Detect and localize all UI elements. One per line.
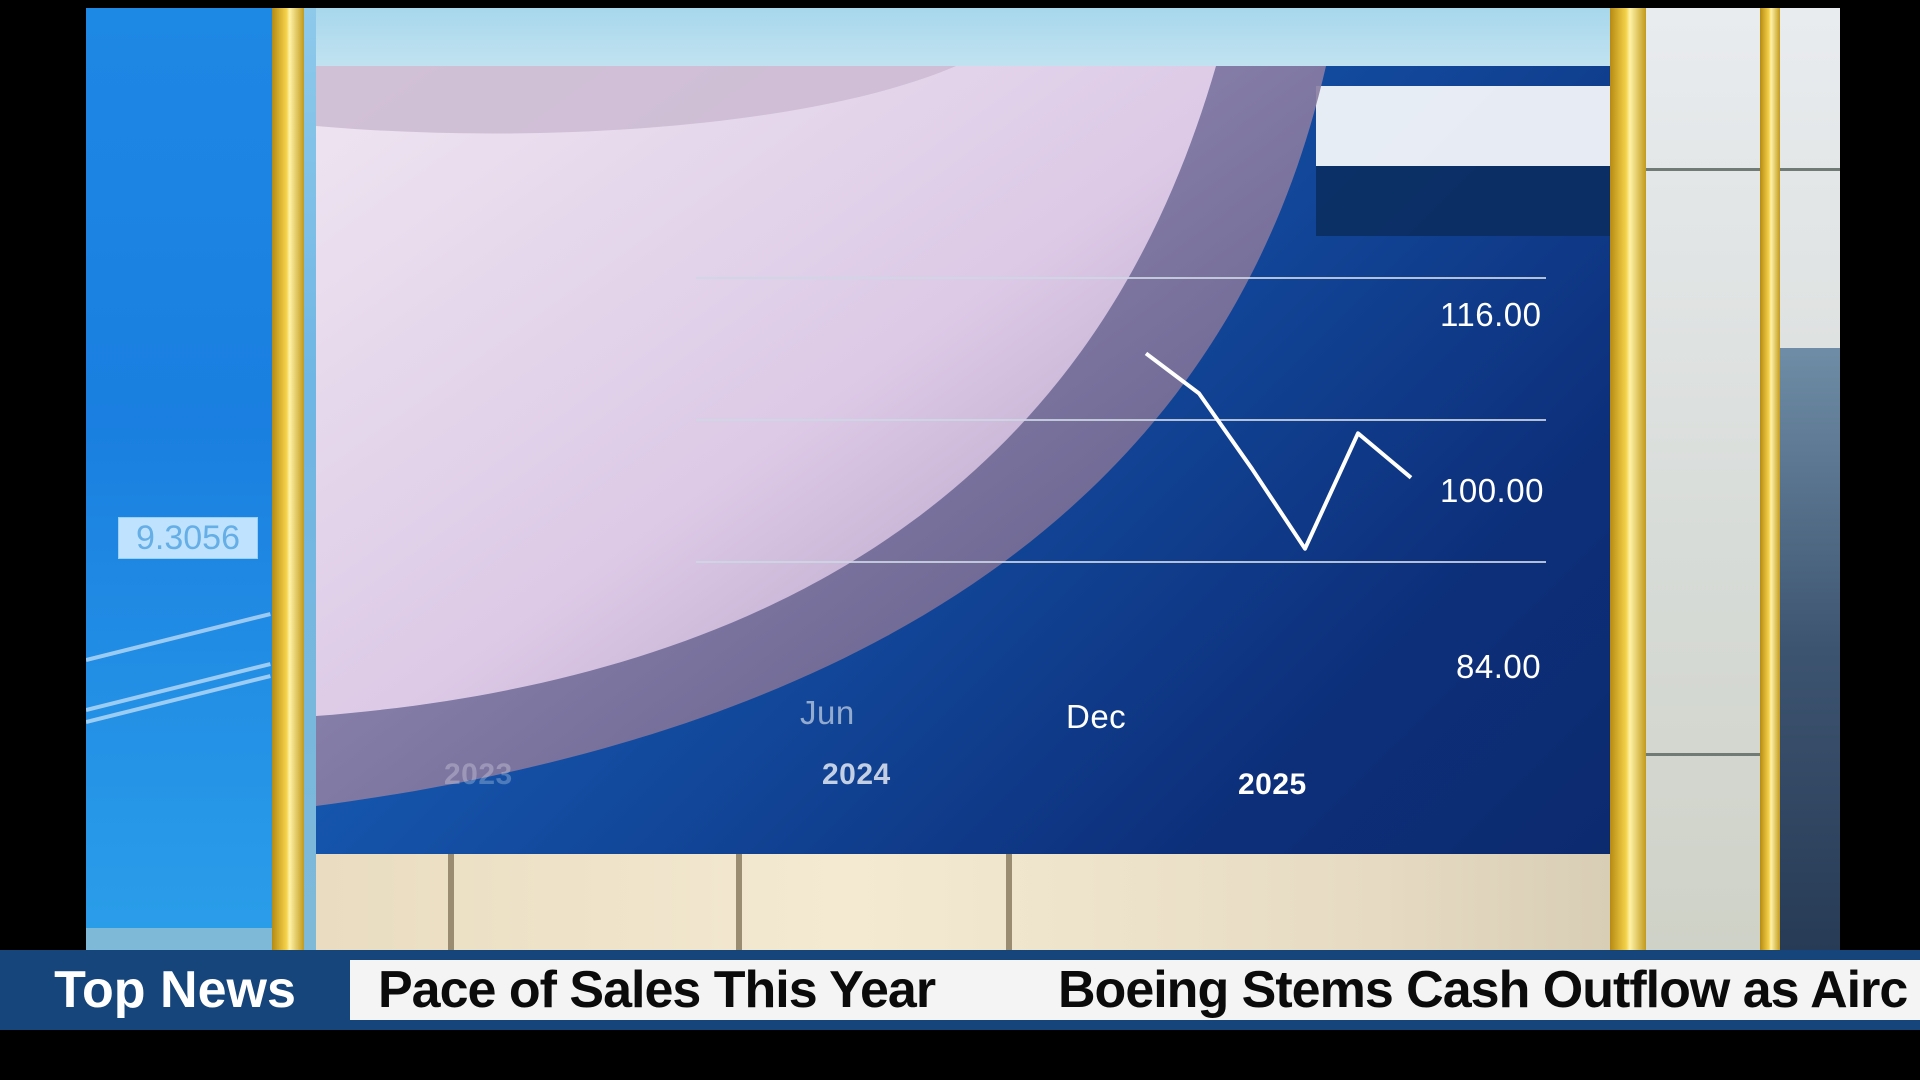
dark-band xyxy=(1316,166,1610,236)
left-monitor: 9.3056 xyxy=(86,8,276,928)
x-tick-label: Dec xyxy=(1066,698,1127,735)
floor-divider xyxy=(1006,828,1012,950)
x-tick-label: Jun xyxy=(800,694,855,731)
chart-grid xyxy=(696,277,1546,563)
left-monitor-value: 9.3056 xyxy=(118,517,258,559)
floor-divider xyxy=(448,828,454,950)
year-label: 2025 xyxy=(1238,768,1307,801)
monitor-stripe xyxy=(86,612,271,662)
glare-bar xyxy=(1316,86,1610,166)
monitor-stripe xyxy=(86,662,271,712)
chart-series xyxy=(1144,351,1413,551)
series-line xyxy=(1144,351,1413,551)
ticker-body: Pace of Sales This Year Boeing Stems Cas… xyxy=(350,960,1920,1020)
ticker-headline: Boeing Stems Cash Outflow as Airc xyxy=(1058,961,1908,1019)
ticker-bottom-bar xyxy=(0,1030,1920,1080)
y-tick-label: 84.00 xyxy=(1456,648,1542,685)
glare-reflection xyxy=(316,66,1216,716)
wall-panel-line xyxy=(1646,753,1840,756)
gold-pillar xyxy=(1610,8,1646,950)
year-label: 2024 xyxy=(822,758,891,791)
gold-pillar xyxy=(1760,8,1780,950)
gold-pillar xyxy=(272,8,304,950)
floor-divider xyxy=(736,828,742,950)
city-view xyxy=(1776,348,1840,950)
wall-panel-line xyxy=(1646,168,1840,171)
news-ticker: Top News Pace of Sales This Year Boeing … xyxy=(0,950,1920,1030)
year-label: 2023 xyxy=(444,758,513,791)
chart-screen: 116.00 100.00 84.00 Jun Dec 2023 2024 20… xyxy=(316,66,1610,854)
chart-canvas xyxy=(316,66,1610,806)
ticker-label: Top News xyxy=(54,961,296,1019)
y-tick-label: 116.00 xyxy=(1440,296,1542,333)
y-tick-label: 100.00 xyxy=(1440,472,1544,509)
monitor-stripe xyxy=(86,674,271,724)
ticker-headline: Pace of Sales This Year xyxy=(378,961,936,1019)
glare-top xyxy=(316,66,956,134)
